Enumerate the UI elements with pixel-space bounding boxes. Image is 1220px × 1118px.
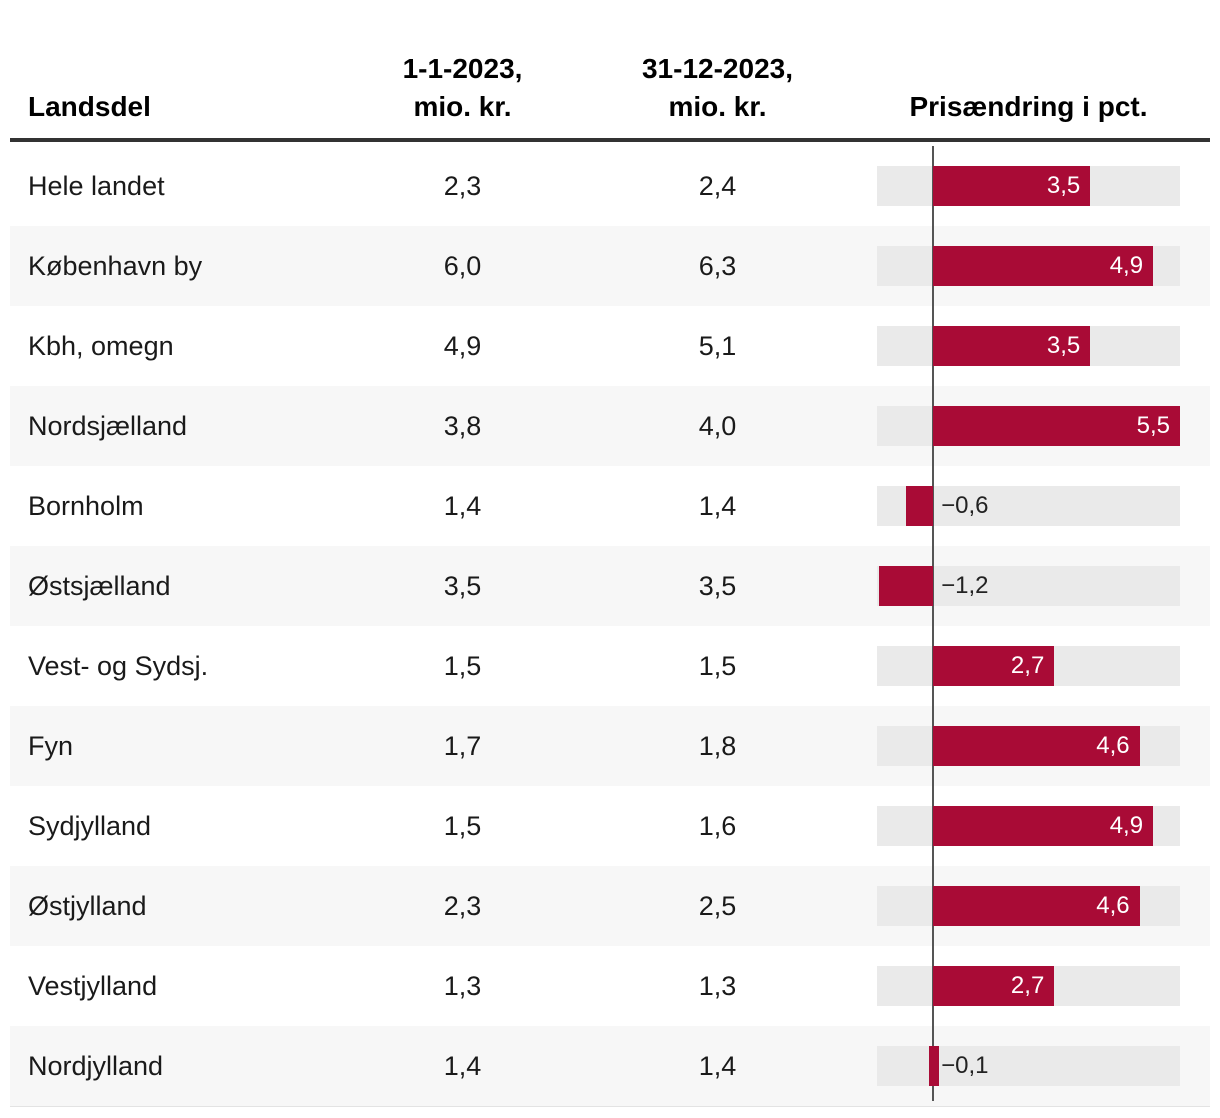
- table-row: Sydjylland 1,5 1,6 4,9: [10, 786, 1210, 866]
- header-price-end-line2: mio. kr.: [668, 91, 767, 122]
- pct-change-bar: 4,9: [933, 806, 1154, 846]
- zero-axis-line: [932, 146, 934, 1101]
- header-price-end: 31-12-2023, mio. kr.: [575, 50, 860, 126]
- price-end-value: 2,4: [698, 170, 737, 201]
- pct-change-label: 3,5: [1046, 332, 1081, 359]
- region-label: Bornholm: [28, 490, 144, 521]
- header-price-end-line1: 31-12-2023,: [641, 53, 793, 84]
- table-header: Landsdel 1-1-2023, mio. kr. 31-12-2023, …: [10, 0, 1210, 142]
- header-price-start-line1: 1-1-2023,: [402, 53, 523, 84]
- pct-change-bar: 4,6: [933, 726, 1140, 766]
- table-row: Fyn 1,7 1,8 4,6: [10, 706, 1210, 786]
- pct-change-bar-cell: 3,5: [877, 326, 1180, 366]
- table-row: Kbh, omegn 4,9 5,1 3,5: [10, 306, 1210, 386]
- pct-change-label: 4,6: [1096, 892, 1130, 919]
- price-start-value: 3,5: [443, 570, 482, 601]
- table-row: Østjylland 2,3 2,5 4,6: [10, 866, 1210, 946]
- price-end-value: 5,1: [698, 330, 737, 361]
- price-end-value: 1,6: [698, 810, 737, 841]
- price-end-value: 1,3: [698, 970, 737, 1001]
- table-row: Østsjælland 3,5 3,5 −1,2: [10, 546, 1210, 626]
- price-start-value: 4,9: [443, 330, 482, 361]
- region-label: Østjylland: [28, 890, 147, 921]
- pct-change-bar-cell: 4,6: [877, 886, 1180, 926]
- pct-change-label: 5,5: [1136, 412, 1170, 439]
- table-row: Vestjylland 1,3 1,3 2,7: [10, 946, 1210, 1026]
- pct-change-label: 4,9: [1109, 252, 1144, 279]
- pct-change-label: −0,1: [941, 1052, 989, 1079]
- table-row: Vest- og Sydsj. 1,5 1,5 2,7: [10, 626, 1210, 706]
- pct-change-bar-cell: 4,9: [877, 246, 1180, 286]
- pct-change-bar-cell: −0,1: [877, 1046, 1180, 1086]
- pct-change-bar: [928, 1046, 939, 1086]
- region-label: Nordjylland: [28, 1050, 164, 1081]
- price-start-value: 1,5: [443, 650, 482, 681]
- table-row: Nordjylland 1,4 1,4 −0,1: [10, 1026, 1210, 1106]
- pct-change-bar-cell: 3,5: [877, 166, 1180, 206]
- region-label: Kbh, omegn: [28, 330, 174, 361]
- pct-change-bar-cell: −1,2: [877, 566, 1180, 606]
- table-row: Bornholm 1,4 1,4 −0,6: [10, 466, 1210, 546]
- price-start-value: 2,3: [443, 890, 482, 921]
- price-end-value: 1,4: [698, 1050, 737, 1081]
- pct-change-bar: 3,5: [933, 326, 1091, 366]
- pct-change-bar: 4,9: [933, 246, 1154, 286]
- region-label: Sydjylland: [28, 810, 152, 841]
- price-start-value: 1,5: [443, 810, 482, 841]
- pct-change-bar-cell: 4,6: [877, 726, 1180, 766]
- price-start-value: 1,3: [443, 970, 482, 1001]
- region-label: Nordsjælland: [28, 410, 188, 441]
- pct-change-bar: 3,5: [933, 166, 1091, 206]
- pct-change-label: −0,6: [941, 492, 989, 519]
- pct-change-bar-cell: 4,9: [877, 806, 1180, 846]
- price-end-value: 1,4: [698, 490, 737, 521]
- pct-change-label: 2,7: [1010, 972, 1045, 999]
- price-end-value: 1,5: [698, 650, 737, 681]
- header-pct-change: Prisændring i pct.: [909, 91, 1148, 122]
- pct-change-bar: 4,6: [933, 886, 1140, 926]
- price-start-value: 1,7: [443, 730, 482, 761]
- price-start-value: 3,8: [443, 410, 482, 441]
- price-end-value: 1,8: [698, 730, 737, 761]
- pct-change-bar: 2,7: [933, 646, 1055, 686]
- price-end-value: 4,0: [698, 410, 737, 441]
- price-end-value: 2,5: [698, 890, 737, 921]
- pct-change-bar: 5,5: [933, 406, 1180, 446]
- price-start-value: 1,4: [443, 1050, 482, 1081]
- pct-change-label: 3,5: [1046, 172, 1081, 199]
- region-label: København by: [28, 250, 203, 281]
- region-label: Hele landet: [28, 170, 165, 201]
- pct-change-bar: 2,7: [933, 966, 1055, 1006]
- pct-change-bar-cell: 2,7: [877, 966, 1180, 1006]
- price-start-value: 6,0: [443, 250, 482, 281]
- region-label: Østsjælland: [28, 570, 171, 601]
- pct-change-bar-cell: 2,7: [877, 646, 1180, 686]
- header-price-start: 1-1-2023, mio. kr.: [350, 50, 575, 126]
- header-price-start-line2: mio. kr.: [413, 91, 512, 122]
- pct-change-bar-cell: −0,6: [877, 486, 1180, 526]
- region-label: Vest- og Sydsj.: [28, 650, 209, 681]
- price-start-value: 2,3: [443, 170, 482, 201]
- pct-change-bar-cell: 5,5: [877, 406, 1180, 446]
- pct-change-bar: [879, 566, 934, 606]
- pct-change-label: 2,7: [1010, 652, 1045, 679]
- pct-change-bar: [906, 486, 934, 526]
- table-row: Nordsjælland 3,8 4,0 5,5: [10, 386, 1210, 466]
- price-start-value: 1,4: [443, 490, 482, 521]
- region-label: Fyn: [28, 730, 74, 761]
- header-landsdel: Landsdel: [28, 91, 151, 122]
- price-end-value: 3,5: [698, 570, 737, 601]
- table-body: Hele landet 2,3 2,4 3,5 København by 6,0…: [10, 146, 1210, 1107]
- pct-change-label: −1,2: [941, 572, 989, 599]
- pct-change-label: 4,6: [1096, 732, 1130, 759]
- pct-change-label: 4,9: [1109, 812, 1144, 839]
- region-label: Vestjylland: [28, 970, 158, 1001]
- table-row: Hele landet 2,3 2,4 3,5: [10, 146, 1210, 226]
- table-row: København by 6,0 6,3 4,9: [10, 226, 1210, 306]
- price-end-value: 6,3: [698, 250, 737, 281]
- bar-track: [877, 1046, 1180, 1086]
